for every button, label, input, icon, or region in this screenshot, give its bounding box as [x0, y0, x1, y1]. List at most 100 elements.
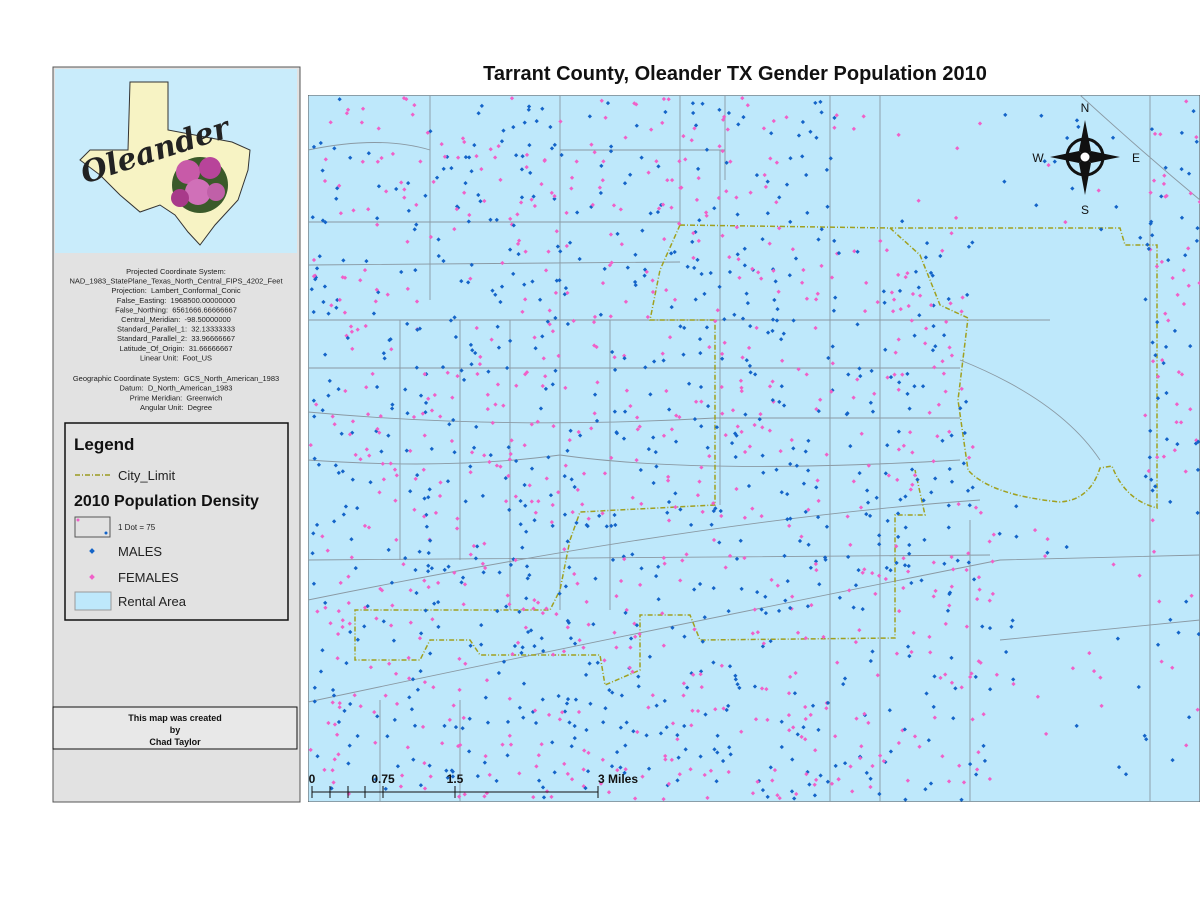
male-dot	[1014, 534, 1019, 539]
male-dot	[572, 723, 577, 729]
female-dot	[780, 358, 785, 363]
female-dot	[398, 784, 404, 789]
male-dot	[683, 747, 688, 752]
male-dot	[765, 179, 770, 184]
female-dot	[715, 308, 720, 313]
female-dot	[829, 389, 834, 394]
female-dot	[814, 777, 819, 782]
female-dot	[870, 763, 875, 769]
female-dot	[719, 384, 724, 390]
female-dot	[910, 450, 915, 455]
male-dot	[496, 670, 502, 676]
female-dot	[411, 414, 417, 420]
male-dot	[537, 297, 543, 302]
male-dot	[690, 101, 696, 106]
male-dot	[688, 522, 694, 528]
male-dot	[608, 149, 614, 154]
male-dot	[1186, 171, 1192, 176]
female-dot	[523, 625, 528, 630]
female-dot	[546, 712, 552, 717]
male-dot	[426, 495, 431, 500]
female-dot	[330, 768, 335, 773]
female-dot	[690, 708, 695, 713]
female-dot	[890, 309, 896, 314]
female-dot	[373, 740, 378, 745]
female-dot	[622, 353, 627, 358]
female-dot	[366, 207, 371, 212]
male-dot	[572, 484, 577, 490]
female-dot	[666, 474, 671, 479]
male-dot	[350, 477, 355, 482]
female-dot	[628, 645, 633, 650]
female-dot	[320, 534, 325, 539]
male-dot	[375, 714, 380, 719]
scale-bar: 0 0.75 1.5 3 Miles	[309, 772, 638, 798]
female-dot	[787, 523, 792, 529]
male-dot	[733, 673, 738, 678]
male-dot	[389, 580, 395, 585]
female-dot	[976, 575, 982, 580]
female-dot	[923, 326, 929, 331]
female-dot	[428, 774, 433, 779]
female-dot	[804, 296, 810, 301]
female-dot	[667, 335, 673, 340]
female-dot	[508, 216, 513, 221]
male-dot	[603, 706, 608, 711]
female-dot	[1150, 518, 1155, 523]
male-dot	[682, 723, 687, 729]
female-dot	[366, 525, 372, 530]
rental-area-symbol	[74, 591, 112, 611]
female-dot	[410, 112, 415, 117]
male-dot	[565, 448, 570, 453]
male-dot	[953, 686, 958, 691]
female-dot	[758, 412, 763, 417]
female-dot	[776, 289, 781, 294]
male-dot	[349, 537, 354, 542]
male-dot	[803, 449, 808, 454]
female-dot	[889, 290, 895, 295]
male-dot	[563, 584, 569, 589]
female-dot	[436, 580, 441, 585]
female-dot	[905, 569, 911, 574]
female-dot	[477, 361, 483, 367]
female-dot	[438, 480, 443, 485]
male-dot	[313, 277, 318, 282]
male-dot	[602, 266, 607, 272]
female-dot	[1087, 650, 1092, 656]
compass-s: S	[1081, 203, 1089, 217]
male-dot	[652, 359, 657, 364]
female-dot	[462, 139, 467, 145]
female-dot	[507, 696, 512, 701]
male-dot	[874, 495, 879, 500]
female-dot	[1188, 191, 1193, 196]
female-dot	[557, 717, 563, 722]
female-dot	[556, 353, 561, 359]
male-dot	[703, 712, 708, 717]
male-dot	[428, 538, 433, 543]
female-dot	[734, 225, 740, 230]
female-dot	[960, 295, 965, 300]
female-dot	[675, 737, 680, 742]
female-dot	[592, 411, 597, 416]
male-dot	[806, 542, 811, 547]
projection-line: Angular Unit: Degree	[140, 403, 212, 412]
female-dot	[855, 377, 860, 382]
female-dot	[753, 717, 759, 722]
female-dot	[362, 267, 368, 273]
female-dot	[990, 559, 995, 564]
female-dot	[666, 518, 672, 523]
male-dot	[932, 674, 937, 679]
male-dot	[727, 664, 733, 669]
female-dot	[432, 392, 437, 398]
female-dot	[949, 353, 955, 358]
projection-line: NAD_1983_StatePlane_Texas_North_Central_…	[69, 277, 283, 286]
female-dot	[1161, 454, 1167, 459]
female-dot	[529, 422, 534, 427]
female-dot	[1011, 681, 1016, 687]
female-dot	[495, 382, 501, 387]
female-dot	[370, 371, 375, 376]
female-dot	[567, 438, 572, 443]
male-dot	[967, 503, 972, 508]
male-dot	[493, 292, 498, 297]
male-dot	[511, 271, 516, 276]
